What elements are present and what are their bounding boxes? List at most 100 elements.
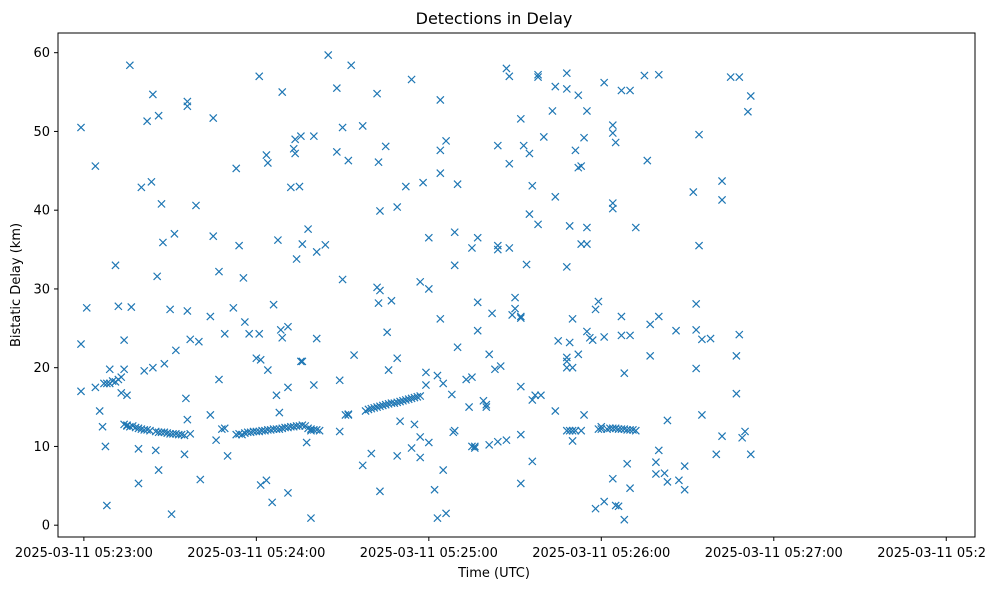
detection-point (332, 84, 341, 93)
detection-point (473, 233, 482, 242)
detection-point (511, 293, 520, 302)
detection-point (338, 275, 347, 284)
detection-point (289, 144, 298, 153)
detection-point (565, 338, 574, 347)
detection-point (626, 331, 635, 340)
detection-point (554, 336, 563, 345)
detection-point (611, 501, 620, 510)
detection-point (551, 82, 560, 91)
scatter-points (76, 51, 755, 524)
x-tick-label: 2025-03-11 05:25:00 (360, 546, 498, 561)
detection-point (654, 446, 663, 455)
detection-point (373, 403, 382, 412)
detection-point (628, 425, 637, 434)
detection-point (194, 337, 203, 346)
detection-point (562, 426, 571, 435)
y-axis-ticks: 0 10 20 30 40 50 60 (33, 46, 58, 534)
detection-point (76, 387, 86, 396)
detection-point (292, 254, 301, 264)
detection-point (206, 410, 215, 419)
detection-point (321, 240, 330, 249)
detection-point (240, 317, 249, 327)
detection-point (522, 260, 531, 269)
detection-point (453, 343, 462, 352)
detection-point (574, 350, 583, 359)
detection-point (272, 391, 281, 400)
detection-point (186, 429, 195, 438)
detection-point (374, 158, 383, 167)
detection-point (594, 297, 603, 306)
detection-point (430, 485, 439, 494)
detection-point (111, 261, 120, 270)
detection-point (220, 424, 229, 433)
detection-point (571, 426, 580, 435)
detection-point (393, 203, 402, 212)
detection-point (511, 304, 520, 313)
detection-point (516, 114, 525, 123)
detection-point (114, 302, 123, 311)
detection-point (390, 399, 399, 408)
detection-point (170, 229, 179, 238)
detection-point (450, 228, 459, 237)
detection-point (516, 479, 525, 488)
detection-point (697, 335, 706, 344)
detection-point (229, 303, 238, 312)
detection-point (134, 479, 143, 488)
detection-point (120, 365, 129, 374)
detection-point (393, 354, 402, 363)
detection-point (582, 240, 591, 249)
detection-point (407, 75, 416, 84)
detection-point (450, 426, 459, 435)
detection-point (180, 431, 189, 440)
y-tick-label: 40 (33, 204, 50, 219)
detection-point (143, 117, 152, 126)
detection-point (735, 73, 744, 82)
detection-point (611, 138, 620, 147)
y-tick-label: 50 (33, 125, 50, 140)
detection-point (539, 132, 548, 141)
detection-point (482, 403, 491, 412)
detection-point (245, 329, 254, 338)
detection-point (732, 351, 741, 360)
x-tick-label: 2025-03-11 05:26:00 (532, 546, 670, 561)
detection-point (473, 298, 482, 307)
detection-point (680, 485, 689, 494)
detection-point (597, 422, 606, 431)
detection-point (531, 391, 540, 400)
detection-point (117, 373, 126, 382)
detection-point (181, 394, 190, 403)
detection-point (695, 241, 704, 250)
detection-point (304, 225, 313, 234)
detection-point (76, 123, 86, 132)
detection-point (153, 272, 162, 281)
detection-point (158, 238, 167, 247)
detection-point (167, 510, 176, 519)
detection-point (735, 330, 744, 339)
detection-point (433, 371, 442, 380)
detection-point (421, 380, 430, 390)
detection-point (571, 146, 580, 155)
detection-point (562, 84, 571, 93)
detection-point (436, 95, 445, 104)
detection-point (516, 430, 525, 439)
detection-point (286, 183, 295, 192)
detection-point (160, 359, 169, 368)
detection-point (424, 233, 433, 242)
detection-point (617, 312, 626, 321)
detection-point (410, 393, 419, 402)
detection-point (275, 425, 284, 434)
detection-point (396, 417, 405, 426)
detection-point (283, 322, 292, 331)
detection-point (651, 458, 660, 467)
detection-point (643, 156, 652, 165)
detection-point (151, 446, 160, 455)
detection-point (623, 425, 632, 434)
detection-point (502, 64, 511, 73)
detection-point (453, 180, 462, 189)
detection-point (396, 397, 405, 406)
detection-point (663, 477, 672, 486)
detection-point (214, 375, 224, 384)
detection-point (186, 335, 195, 344)
detection-point (416, 392, 425, 401)
detection-point (467, 373, 476, 382)
